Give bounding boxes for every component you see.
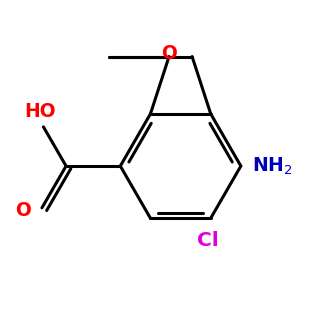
Text: HO: HO: [25, 102, 56, 121]
Text: O: O: [15, 201, 31, 220]
Text: Cl: Cl: [197, 231, 219, 251]
Text: NH$_2$: NH$_2$: [252, 155, 292, 177]
Text: O: O: [161, 44, 177, 63]
